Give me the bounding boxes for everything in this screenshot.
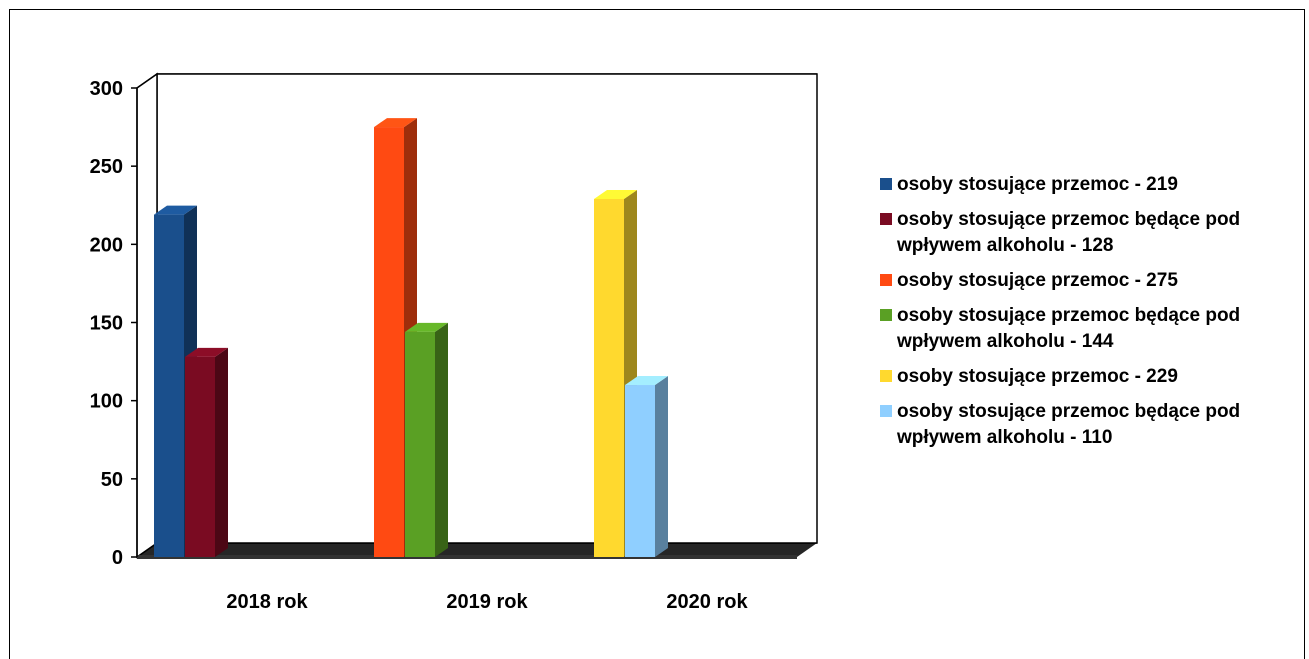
x-category-label: 2020 rok <box>666 591 748 613</box>
floor <box>137 543 817 557</box>
x-category-label: 2019 rok <box>446 591 528 613</box>
floor-edge <box>137 555 797 559</box>
y-tick-label: 50 <box>101 469 123 491</box>
bar-side <box>215 347 228 557</box>
bar-side <box>655 376 668 557</box>
legend-swatch <box>880 178 892 190</box>
legend-swatch <box>880 274 892 286</box>
legend-swatch <box>880 213 892 225</box>
bar-top <box>154 205 197 215</box>
y-axis-ticks: 0 50 100 150 200 250 300 <box>90 78 123 569</box>
bar-front <box>374 127 404 557</box>
y-tick-label: 0 <box>112 547 123 569</box>
bar-front <box>594 198 624 557</box>
legend-item: osoby stosujące przemoc będące pod wpływ… <box>880 303 1300 355</box>
bar-front <box>154 214 184 557</box>
y-tick-label: 150 <box>90 313 123 335</box>
legend-item: osoby stosujące przemoc będące pod wpływ… <box>880 207 1300 259</box>
legend-label: osoby stosujące przemoc - 219 <box>897 174 1178 195</box>
legend-label: osoby stosujące przemoc będące pod wpływ… <box>897 401 1241 448</box>
chart-walls <box>136 72 818 559</box>
y-tick-label: 250 <box>90 156 123 178</box>
legend-item: osoby stosujące przemoc - 219 <box>880 172 1300 198</box>
legend-label: osoby stosujące przemoc - 275 <box>897 270 1178 291</box>
legend-item: osoby stosujące przemoc - 229 <box>880 364 1300 390</box>
bar-2019-rok-1 <box>405 322 448 557</box>
legend: osoby stosujące przemoc - 219 osoby stosu… <box>880 172 1300 460</box>
legend-swatch <box>880 309 892 321</box>
y-tick-label: 100 <box>90 391 123 413</box>
legend-label: osoby stosujące przemoc będące pod wpływ… <box>897 305 1241 352</box>
bar-side <box>435 322 448 557</box>
y-tick-label: 300 <box>90 78 123 100</box>
legend-label: osoby stosujące przemoc - 229 <box>897 366 1178 387</box>
bar-top <box>625 376 668 386</box>
bar-front <box>405 331 435 557</box>
back-wall <box>156 73 818 544</box>
bar-2018-rok-1 <box>185 347 228 557</box>
y-tick-label: 200 <box>90 234 123 256</box>
bar-top <box>405 322 448 332</box>
legend-label: osoby stosujące przemoc będące pod wpływ… <box>897 209 1241 256</box>
bar-top <box>594 189 637 199</box>
legend-swatch <box>880 405 892 417</box>
legend-swatch <box>880 370 892 382</box>
chart-frame <box>9 9 1305 659</box>
bar-top <box>374 118 417 128</box>
legend-item: osoby stosujące przemoc - 275 <box>880 268 1300 294</box>
bar-2020-rok-1 <box>625 376 668 557</box>
chart-bars <box>154 118 668 557</box>
x-axis-categories: 2018 rok 2019 rok 2020 rok <box>226 591 748 613</box>
x-category-label: 2018 rok <box>226 591 308 613</box>
legend-item: osoby stosujące przemoc będące pod wpływ… <box>880 399 1300 451</box>
bar-front <box>185 356 215 557</box>
bar-front <box>625 385 655 557</box>
bar-top <box>185 347 228 357</box>
